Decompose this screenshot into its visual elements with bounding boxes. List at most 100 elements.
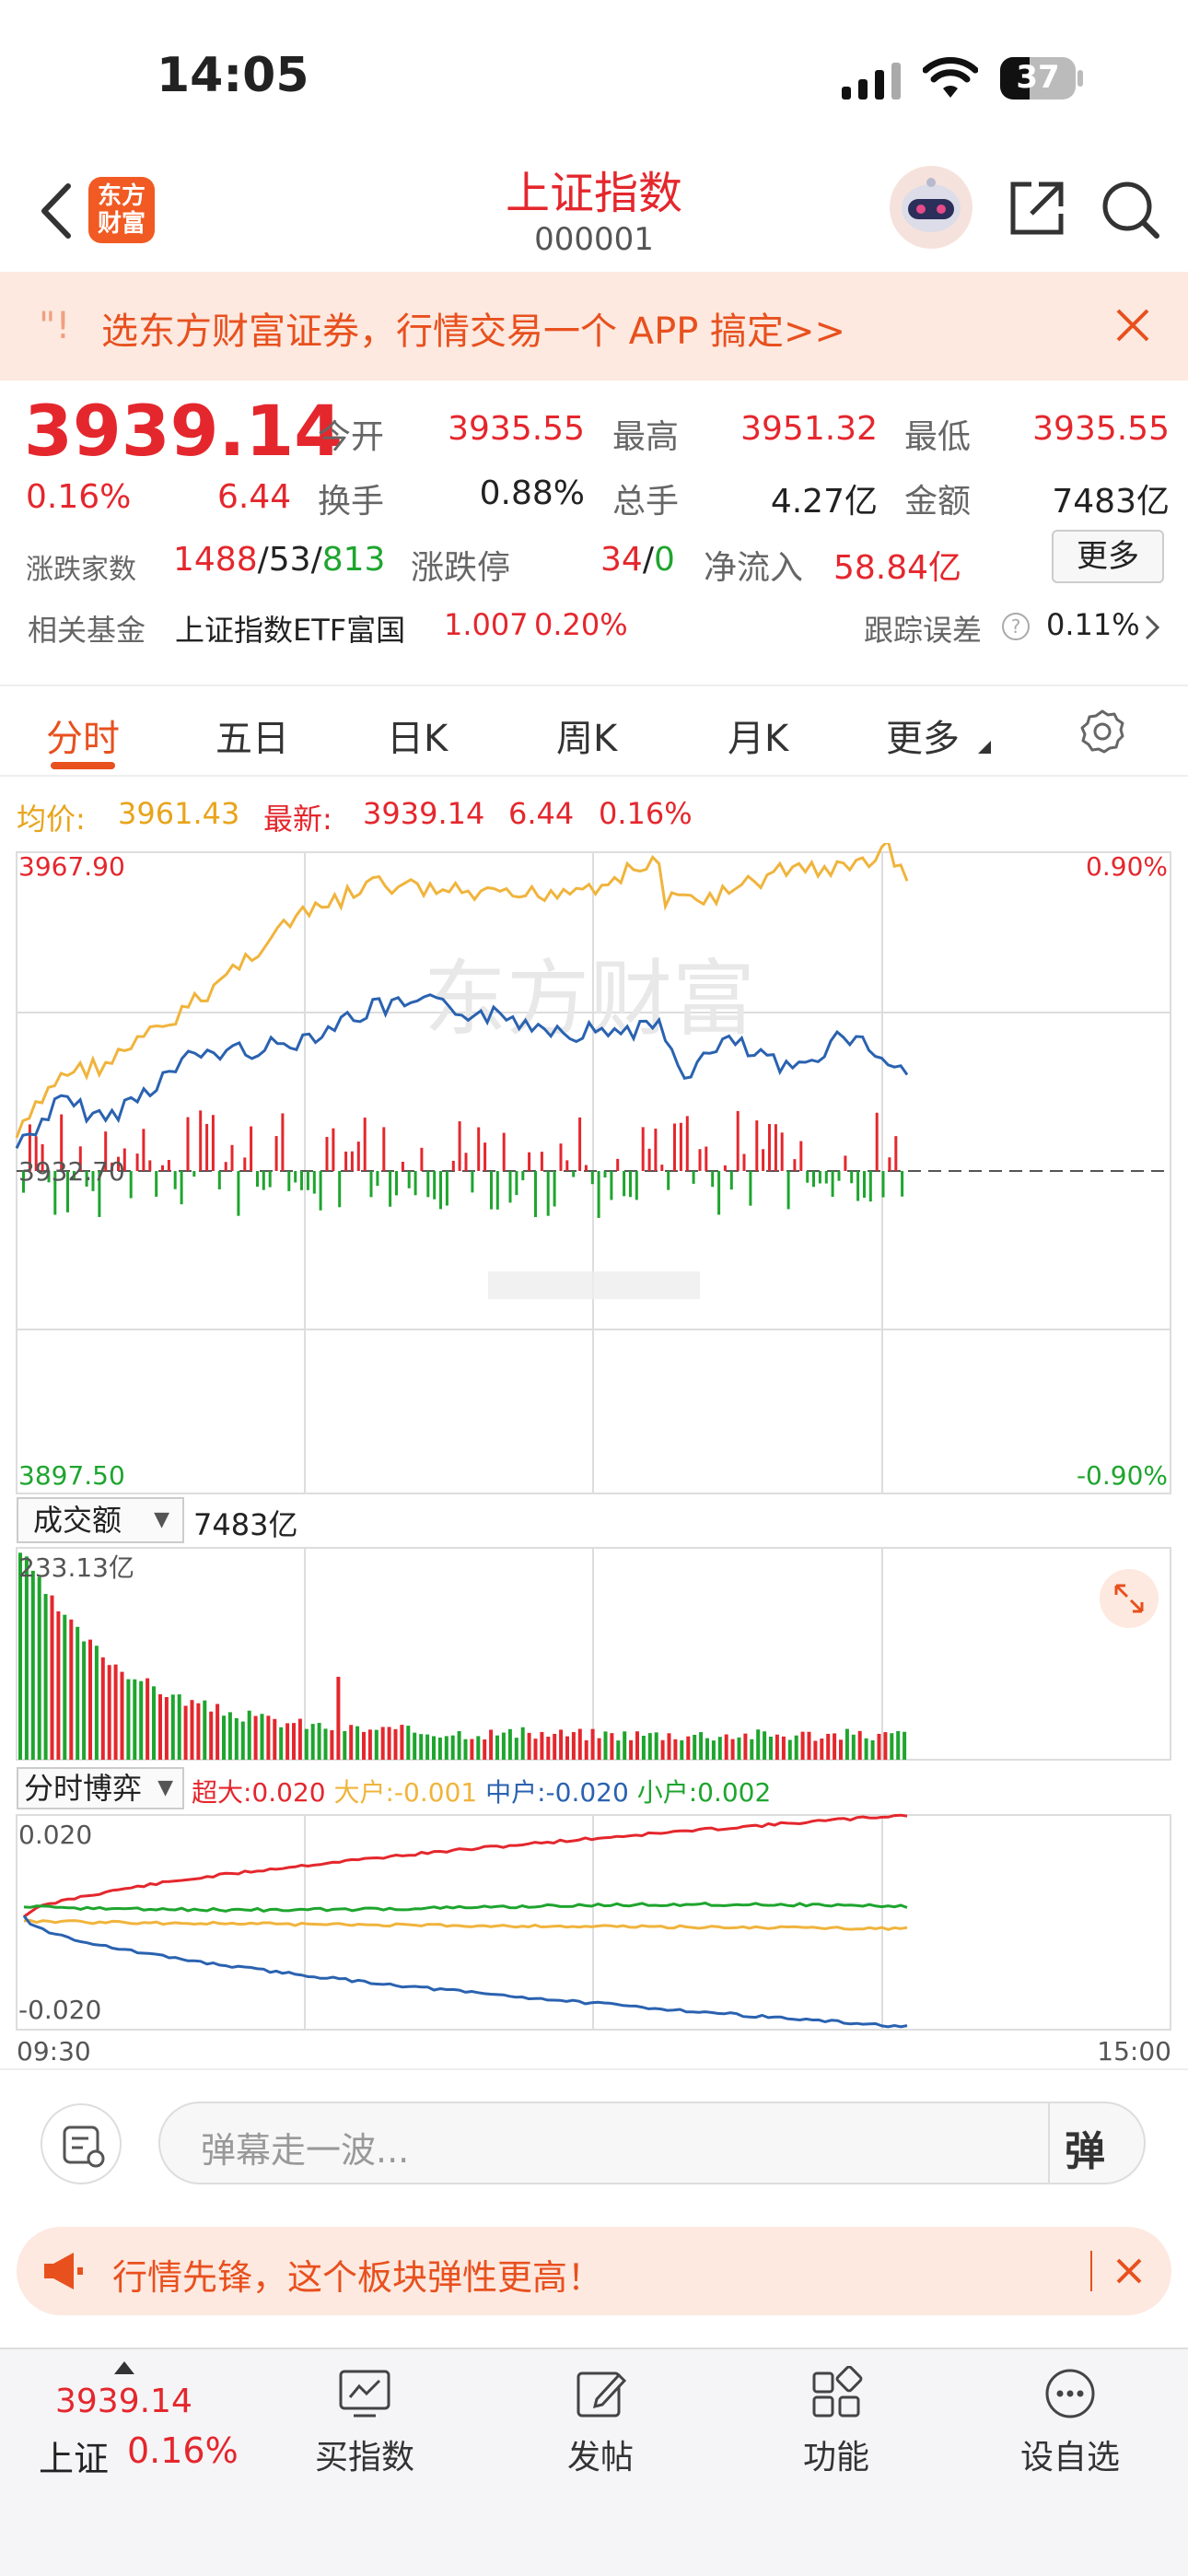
flow-bar bbox=[230, 1144, 234, 1171]
chart-tabs: 分时 五日 日K 周K 月K 更多 bbox=[0, 685, 1188, 777]
volume-bar bbox=[654, 1732, 658, 1760]
volume-bar bbox=[635, 1731, 639, 1760]
tab-active-indicator bbox=[51, 762, 115, 769]
share-icon[interactable] bbox=[1004, 177, 1068, 241]
expand-icon bbox=[1114, 1584, 1144, 1613]
dropdown-triangle-icon bbox=[978, 740, 991, 754]
tab-monthly-k[interactable]: 月K bbox=[728, 718, 789, 760]
volume-bar bbox=[152, 1686, 156, 1760]
flow-bar bbox=[294, 1171, 297, 1183]
flow-bar bbox=[806, 1171, 809, 1183]
volume-bar bbox=[553, 1733, 557, 1760]
flow-bar bbox=[654, 1129, 658, 1171]
flow-bar bbox=[41, 1143, 44, 1171]
nav-post[interactable]: 发帖 bbox=[536, 2349, 665, 2478]
volume-bar bbox=[629, 1739, 634, 1760]
ad-banner[interactable]: 行情先锋，这个板块弹性更高！ bbox=[17, 2227, 1171, 2315]
more-button[interactable]: 更多 bbox=[1052, 530, 1164, 583]
tab-daily-k[interactable]: 日K bbox=[387, 718, 448, 760]
flow-bar bbox=[673, 1123, 676, 1171]
avg-label: 均价: bbox=[17, 802, 86, 837]
battery-level: 37 bbox=[1016, 59, 1060, 96]
volume-bar bbox=[88, 1639, 92, 1760]
volume-bar bbox=[139, 1680, 144, 1760]
fund-flow-game-chart[interactable]: 0.020 -0.020 09:30 15:00 bbox=[0, 1810, 1188, 2068]
volume-bar bbox=[437, 1737, 442, 1760]
settings-gear-icon[interactable] bbox=[1079, 708, 1125, 755]
large-line bbox=[23, 1918, 908, 1931]
flow-bar bbox=[755, 1120, 759, 1171]
bo-yi-dropdown[interactable]: 分时博弈 ▼ bbox=[17, 1767, 184, 1809]
tab-intraday[interactable]: 分时 bbox=[46, 718, 120, 760]
flow-bar bbox=[483, 1142, 487, 1171]
volume-bar bbox=[794, 1735, 798, 1760]
turnover-label: 换手 bbox=[318, 483, 385, 521]
expand-button[interactable] bbox=[1100, 1569, 1159, 1628]
flow-bar bbox=[692, 1171, 695, 1184]
flow-bar bbox=[495, 1171, 499, 1210]
volume-chart[interactable]: 233.13亿 bbox=[0, 1543, 1188, 1764]
comment-input[interactable]: 弹幕走一波... 弹 bbox=[158, 2102, 1146, 2184]
flow-bar bbox=[413, 1171, 417, 1196]
volume-dropdown[interactable]: 成交额 ▼ bbox=[17, 1497, 184, 1543]
flow-bar bbox=[47, 1171, 51, 1183]
ad-close-icon[interactable] bbox=[1114, 2256, 1144, 2286]
logo-text: 东方财富 bbox=[97, 182, 146, 238]
volume-bar bbox=[400, 1725, 404, 1760]
flow-bar bbox=[749, 1171, 752, 1206]
volume-bar bbox=[107, 1665, 111, 1760]
flow-bar bbox=[420, 1147, 424, 1171]
intraday-price-chart[interactable]: 东方财富 3967.90 3932.70 3897.50 0.90% -0.90… bbox=[0, 843, 1188, 1497]
flow-bar bbox=[135, 1153, 139, 1171]
volume-bar bbox=[724, 1734, 728, 1760]
volume-bar bbox=[851, 1734, 856, 1760]
help-icon[interactable]: ? bbox=[1002, 613, 1030, 640]
volume-bar bbox=[406, 1726, 411, 1760]
flow-bar bbox=[717, 1171, 721, 1215]
volume-bar bbox=[833, 1733, 837, 1760]
volume-bar bbox=[489, 1729, 494, 1760]
volume-bar bbox=[196, 1703, 201, 1760]
fund-price: 1.007 bbox=[444, 607, 529, 642]
tab-weekly-k[interactable]: 周K bbox=[556, 718, 618, 760]
amount-label: 金额 bbox=[904, 483, 972, 521]
fund-change: 0.20% bbox=[534, 607, 628, 642]
volume-bar bbox=[623, 1731, 627, 1760]
comment-list-button[interactable] bbox=[41, 2103, 122, 2184]
flow-bar bbox=[256, 1171, 259, 1188]
breadth-down: 813 bbox=[321, 541, 386, 579]
app-logo[interactable]: 东方财富 bbox=[88, 177, 155, 243]
flow-bar bbox=[597, 1171, 600, 1218]
flow-bar bbox=[78, 1146, 82, 1171]
turnover-value: 0.88% bbox=[479, 474, 585, 512]
wifi-icon bbox=[922, 57, 979, 100]
back-button[interactable] bbox=[33, 179, 79, 243]
tab-more[interactable]: 更多 bbox=[886, 718, 960, 760]
index-ticker[interactable]: 3939.14 上证 0.16% bbox=[18, 2349, 239, 2497]
tracking-value: 0.11% bbox=[1046, 607, 1140, 642]
promo-banner[interactable]: "! 选东方财富证券，行情交易一个 APP 搞定>> bbox=[0, 272, 1188, 381]
volume-bar bbox=[743, 1733, 748, 1760]
volume-bar bbox=[577, 1728, 582, 1760]
volume-bar bbox=[247, 1710, 251, 1760]
robot-assistant-icon[interactable] bbox=[890, 166, 973, 249]
danmu-toggle-button[interactable]: 弹 bbox=[1065, 2128, 1105, 2175]
search-icon[interactable] bbox=[1098, 177, 1162, 241]
flow-bar bbox=[186, 1117, 190, 1171]
volume-bar bbox=[133, 1679, 137, 1760]
flow-bar bbox=[363, 1118, 367, 1171]
total-volume-value: 4.27亿 bbox=[770, 483, 878, 521]
related-fund-row[interactable]: 相关基金 上证指数ETF富国 1.007 0.20% 跟踪误差 ? 0.11% bbox=[0, 594, 1188, 650]
flow-bar bbox=[338, 1171, 342, 1208]
nav-add-watchlist[interactable]: 设自选 bbox=[1006, 2349, 1135, 2478]
small-label: 小户:0.002 bbox=[636, 1777, 772, 1808]
nav-buy-index[interactable]: 买指数 bbox=[300, 2349, 429, 2478]
nav-functions[interactable]: 功能 bbox=[772, 2349, 901, 2478]
volume-bar bbox=[113, 1664, 118, 1760]
tab-five-day[interactable]: 五日 bbox=[215, 718, 289, 760]
nav-post-label: 发帖 bbox=[566, 2439, 634, 2476]
latest-value: 3939.14 bbox=[363, 796, 485, 831]
pct-axis-top-label: 0.90% bbox=[1086, 851, 1168, 882]
close-icon[interactable] bbox=[1112, 305, 1153, 345]
latest-label: 最新: bbox=[263, 802, 332, 837]
